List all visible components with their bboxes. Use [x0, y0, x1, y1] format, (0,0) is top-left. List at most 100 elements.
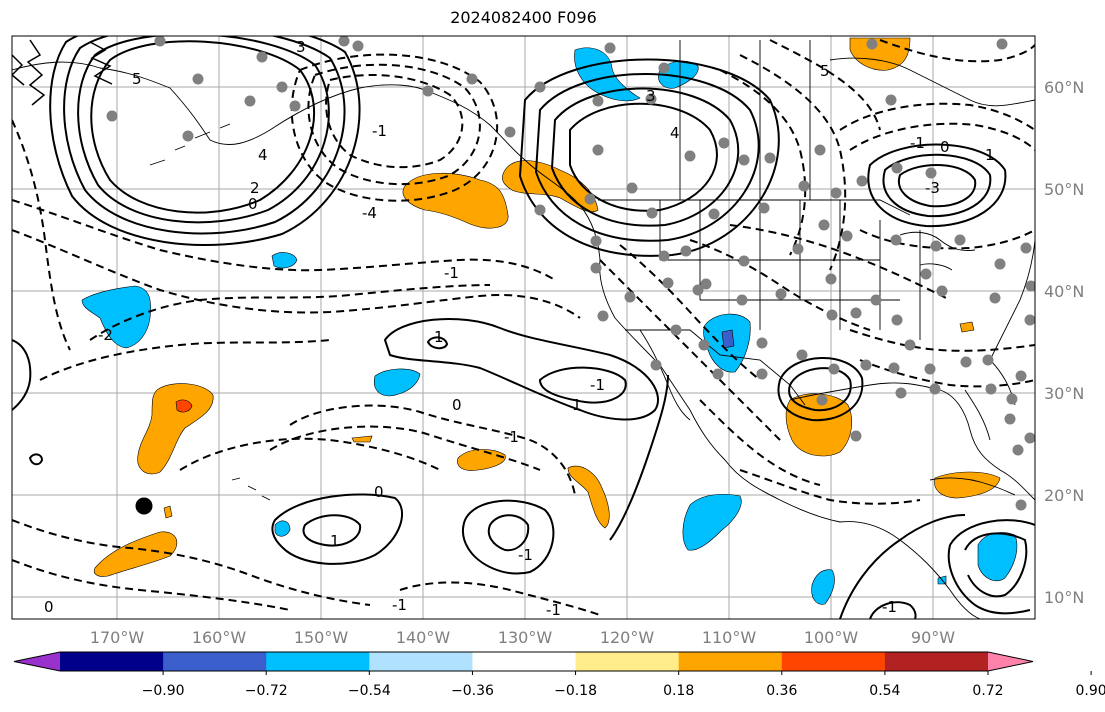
lon-label: 130°W	[498, 628, 553, 647]
lat-label: 20°N	[1044, 486, 1084, 505]
contour-label: 1	[572, 396, 582, 414]
colorbar-segment	[472, 652, 577, 671]
contour-label: -1	[518, 546, 533, 564]
contour-label: -1	[590, 376, 605, 394]
aleutian-chain	[149, 123, 231, 166]
pnw-high-ring-4	[518, 58, 780, 257]
dashed-gulf-alaska-3	[290, 53, 499, 202]
colorbar-segment	[678, 652, 783, 671]
colorbar-extend-max	[988, 652, 1033, 671]
positive-contour-inner	[538, 366, 627, 404]
orange-patch-eastcoast	[959, 321, 975, 333]
colorbar-tick-label: −0.72	[245, 683, 288, 699]
lon-label: 110°W	[702, 628, 757, 647]
dashed-gulf-alaska-1	[325, 74, 464, 169]
dashed-us-2	[619, 244, 761, 381]
colorbar-segment	[369, 652, 473, 671]
contour-label: 0	[452, 396, 462, 414]
southeast-solid	[839, 514, 966, 619]
solid-contours	[12, 36, 1035, 619]
colorbar-segment	[163, 652, 267, 671]
dashed-south-3	[399, 581, 601, 616]
canada-provinces	[679, 40, 811, 200]
orange-patch-baja-south	[567, 465, 610, 529]
contour-label: 2	[250, 179, 260, 197]
blue-patch-mexico-west	[682, 494, 742, 551]
dashed-pacific-band-3	[89, 284, 491, 341]
station-dots	[106, 36, 1035, 511]
small-ring-west	[28, 453, 44, 466]
colorbar-tick-label: −0.18	[554, 683, 597, 699]
dashed-pacific-band-2	[12, 229, 581, 319]
colorbar: −0.90 −0.72 −0.54 −0.36 −0.18 0.18 0.36 0.54 0.7…	[13, 651, 1105, 699]
contour-label: -1	[392, 596, 407, 614]
contour-label: -1	[504, 428, 519, 446]
orange-patch-small-sw	[351, 435, 373, 443]
colorbar-tick-label: −0.90	[142, 683, 185, 699]
colorbar-segment	[884, 652, 989, 671]
alaska-low-ring-1	[90, 40, 315, 214]
alaska-low-ring-4	[49, 36, 361, 247]
latitude-labels: 60°N 50°N 40°N 30°N 20°N 10°N	[1044, 78, 1084, 607]
great-lakes	[899, 231, 976, 271]
colorbar-tick-label: −0.36	[451, 683, 494, 699]
dashed-canada-3	[769, 39, 881, 131]
pnw-high-ring-3	[534, 73, 760, 242]
dashed-east-4	[879, 39, 1035, 63]
red-core-west-hawaii	[175, 399, 193, 413]
colorbar-tick-label: 0.72	[972, 683, 1003, 699]
black-marker	[135, 497, 153, 515]
blue-patch-small-2	[274, 520, 291, 537]
colorbar-tick-label: 0.90	[1076, 683, 1105, 699]
great-lakes-low-ring-2	[882, 153, 992, 218]
blue-core-arizona	[721, 329, 735, 349]
blue-patch-small	[271, 252, 298, 269]
colorbar-segment	[60, 652, 164, 671]
hawaii-islands	[231, 477, 271, 501]
contour-label: -1	[444, 264, 459, 282]
dashed-west-edge	[12, 119, 71, 351]
contour-labels: 5 3 4 2 0 -4 -1 1 -2 4 3 -1 0 1 -3 5 -1 …	[44, 38, 995, 619]
contour-label: -1	[546, 601, 561, 619]
positive-contour-south-2	[462, 499, 555, 575]
contour-label: -1	[882, 598, 897, 616]
contour-label: 3	[646, 87, 656, 105]
dashed-mexico-2	[739, 469, 921, 505]
dashed-east-1	[839, 102, 1035, 131]
colorbar-segment	[781, 652, 886, 671]
dashed-canada-2	[739, 54, 847, 271]
alaska-coast	[12, 61, 526, 161]
dashed-gulf-1	[849, 329, 1035, 352]
lon-label: 120°W	[600, 628, 655, 647]
contour-label: -1	[910, 134, 925, 152]
alaska-low-ring-3	[63, 36, 346, 235]
contour-label: 0	[44, 598, 54, 616]
west-edge-contour	[12, 339, 32, 411]
lon-label: 90°W	[911, 628, 955, 647]
map-frame	[11, 35, 1036, 620]
longitude-labels: 170°W 160°W 150°W 140°W 130°W 120°W 110°…	[90, 628, 955, 647]
colorbar-segment	[266, 652, 370, 671]
lon-label: 150°W	[294, 628, 349, 647]
colorbar-outline	[13, 651, 1034, 672]
us-canada-border	[598, 199, 911, 216]
lat-label: 50°N	[1044, 180, 1084, 199]
blue-patch-south	[811, 569, 835, 605]
hudson-bay	[829, 57, 1035, 107]
lon-label: 100°W	[804, 628, 859, 647]
map-title: 2024082400 F096	[450, 8, 597, 27]
contour-label: 4	[670, 124, 680, 142]
texas-ring-2	[777, 357, 864, 422]
great-lakes-low-ring-1	[897, 164, 977, 208]
dashed-south-1	[12, 519, 371, 606]
contour-label: 1	[985, 146, 995, 164]
colorbar-segment	[575, 652, 680, 671]
orange-patch-west-hawaii	[137, 383, 214, 475]
blue-patch-west-pacific	[81, 285, 151, 349]
colorbar-tick-label: 0.18	[663, 683, 694, 699]
dashed-east-3	[859, 229, 1035, 250]
dashed-mexico-1	[699, 399, 821, 486]
positive-contour-south-1	[271, 493, 404, 565]
orange-patch-texas	[785, 393, 853, 457]
